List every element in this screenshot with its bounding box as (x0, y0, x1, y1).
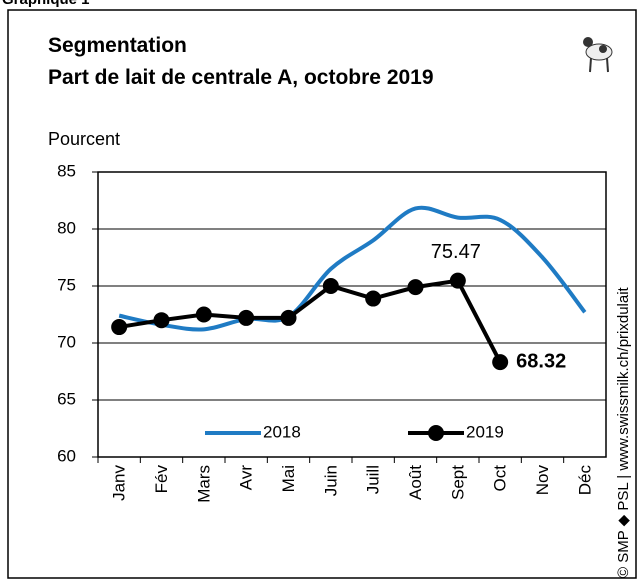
y-tick-label: 60 (57, 446, 76, 465)
x-tick-label: Avr (237, 465, 256, 491)
legend-label: 2018 (263, 422, 301, 441)
x-tick-label: Déc (575, 465, 594, 496)
point (154, 312, 170, 328)
data-label: 75.47 (431, 241, 481, 263)
x-tick-label: Août (406, 465, 425, 500)
header: Graphique 1 (2, 0, 90, 8)
point (408, 279, 424, 295)
point (492, 354, 508, 370)
point (281, 310, 297, 326)
x-tick-label: Oct (491, 465, 510, 492)
point (196, 307, 212, 323)
y-tick-label: 70 (57, 332, 76, 351)
point (323, 278, 339, 294)
credit: © SMP ◆ PSL | www.swissmilk.ch/prixdulai… (615, 286, 632, 578)
y-axis-label: Pourcent (48, 129, 120, 149)
chart: Graphique 1 Segmentation Part de lait de… (0, 0, 644, 585)
y-tick-label: 75 (57, 275, 76, 294)
point (111, 319, 127, 335)
chart-title: Segmentation (48, 34, 187, 57)
point (365, 291, 381, 307)
x-tick-label: Mars (194, 465, 213, 503)
y-tick-label: 85 (57, 161, 76, 180)
legend-swatch (428, 425, 444, 441)
x-tick-label: Sept (448, 465, 467, 500)
y-tick-label: 80 (57, 218, 76, 237)
point (450, 273, 466, 289)
x-tick-label: Nov (533, 465, 552, 496)
x-tick-label: Fév (152, 465, 171, 494)
x-tick-label: Mai (279, 465, 298, 492)
legend-label: 2019 (466, 422, 504, 441)
data-label: 68.32 (516, 350, 566, 372)
chart-subtitle: Part de lait de centrale A, octobre 2019 (48, 66, 434, 89)
x-tick-label: Janv (110, 465, 129, 501)
x-tick-label: Juill (364, 465, 383, 494)
x-tick-label: Juin (321, 465, 340, 496)
y-tick-label: 65 (57, 389, 76, 408)
point (238, 310, 254, 326)
